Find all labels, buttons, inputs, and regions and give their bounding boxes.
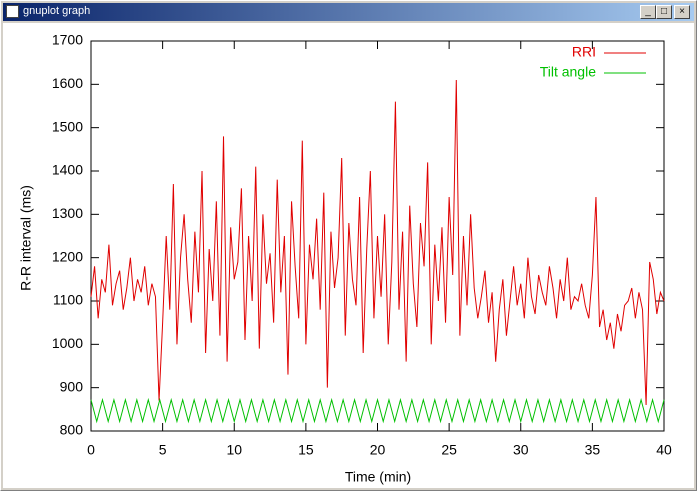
y-tick-label: 1000 <box>52 335 83 351</box>
minimize-button[interactable]: _ <box>640 5 656 19</box>
x-tick-label: 40 <box>656 442 672 458</box>
y-tick-label: 1400 <box>52 162 83 178</box>
y-tick-label: 900 <box>60 378 84 394</box>
series-line <box>90 79 665 406</box>
x-tick-label: 5 <box>159 442 167 458</box>
y-tick-label: 800 <box>60 422 84 438</box>
x-tick-label: 35 <box>585 442 601 458</box>
x-tick-label: 30 <box>513 442 529 458</box>
x-tick-label: 15 <box>298 442 314 458</box>
y-tick-label: 1100 <box>53 292 83 308</box>
x-tick-label: 10 <box>226 442 242 458</box>
x-tick-label: 20 <box>370 442 386 458</box>
y-tick-label: 1300 <box>52 205 83 221</box>
x-axis-label: Time (min) <box>345 469 411 485</box>
window-title: gnuplot graph <box>23 5 91 17</box>
legend-label: Tilt angle <box>540 64 597 80</box>
title-bar: gnuplot graph _ □ × <box>3 3 694 21</box>
y-tick-label: 1500 <box>52 118 83 134</box>
y-axis-label: R-R interval (ms) <box>18 185 34 291</box>
maximize-button[interactable]: □ <box>656 5 672 19</box>
app-icon <box>6 5 19 18</box>
x-tick-label: 25 <box>441 442 457 458</box>
y-tick-label: 1200 <box>52 248 83 264</box>
close-button[interactable]: × <box>674 5 690 19</box>
series-line <box>90 397 665 424</box>
chart: Time (min) R-R interval (ms) 800 900 1000 1… <box>3 23 694 488</box>
y-tick-label: 1600 <box>52 75 83 91</box>
x-tick-label: 0 <box>87 442 95 458</box>
y-tick-label: 1700 <box>52 32 83 48</box>
legend-label: RRI <box>572 44 596 60</box>
